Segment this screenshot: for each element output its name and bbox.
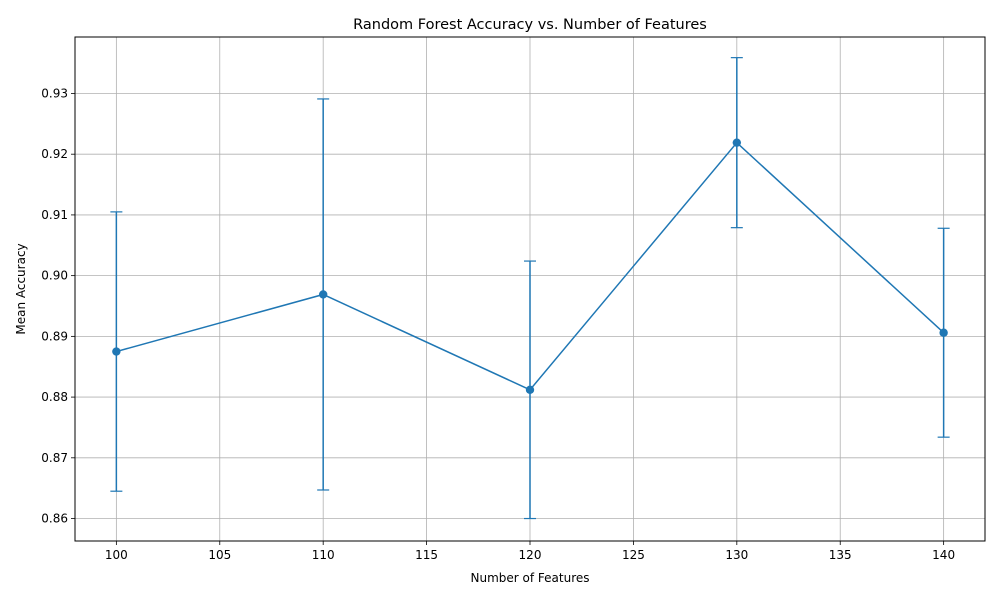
y-tick-label: 0.87	[41, 451, 68, 465]
x-tick-label: 115	[415, 548, 438, 562]
data-point	[318, 290, 328, 299]
data-point	[525, 385, 535, 394]
x-tick-label: 100	[105, 548, 128, 562]
y-tick-label: 0.93	[41, 86, 68, 100]
y-tick-label: 0.88	[41, 390, 68, 404]
x-tick-label: 120	[519, 548, 542, 562]
y-axis: 0.86 0.87 0.88 0.89 0.90 0.91 0.92 0.93	[41, 86, 75, 526]
data-point	[939, 328, 948, 337]
series	[110, 57, 950, 520]
y-tick-label: 0.89	[41, 329, 68, 343]
x-axis-label: Number of Features	[471, 571, 590, 585]
x-tick-label: 130	[725, 548, 748, 562]
chart-title: Random Forest Accuracy vs. Number of Fea…	[353, 17, 707, 33]
x-axis: 100 105 110 115 120 125 130 135 140	[105, 541, 955, 562]
y-axis-label: Mean Accuracy	[14, 243, 28, 334]
x-tick-label: 140	[932, 548, 955, 562]
y-tick-label: 0.91	[41, 208, 68, 222]
data-point	[732, 138, 742, 147]
x-tick-label: 110	[312, 548, 335, 562]
x-tick-label: 125	[622, 548, 645, 562]
y-tick-label: 0.92	[41, 147, 68, 161]
y-tick-label: 0.86	[41, 512, 68, 526]
y-tick-label: 0.90	[41, 269, 68, 283]
x-tick-label: 105	[208, 548, 231, 562]
data-point	[112, 347, 121, 356]
x-tick-label: 135	[829, 548, 852, 562]
